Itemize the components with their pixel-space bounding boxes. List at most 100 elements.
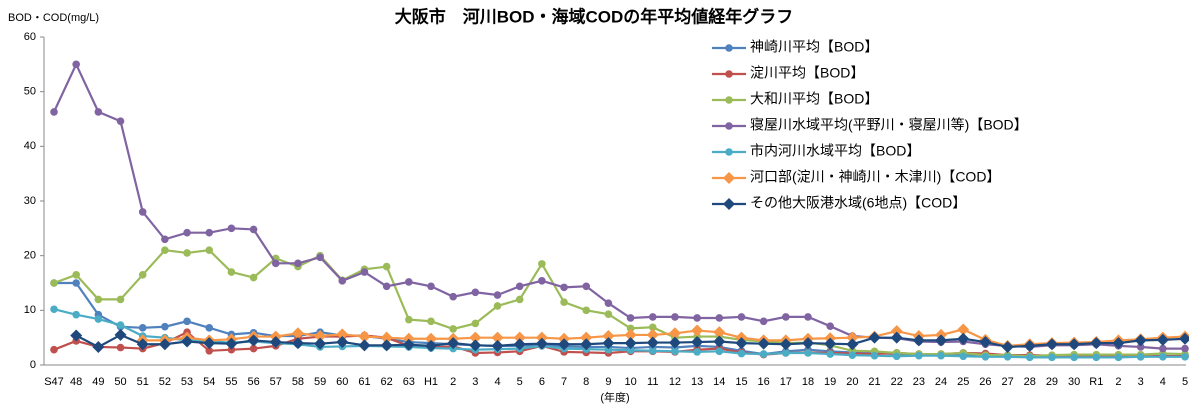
point [892,352,901,361]
point [205,246,214,254]
x-tick-label: 21 [868,376,880,388]
point [183,317,191,326]
point [72,60,80,69]
x-tick-label: H1 [424,376,438,388]
chart-title: 大阪市 河川BOD・海域CODの年平均値経年グラフ [395,6,794,26]
point [336,336,349,349]
x-tick-label: 60 [336,376,348,388]
point [691,324,704,337]
legend-label: 寝屋川水域平均(平野川・寝屋川等)【BOD】 [750,117,1028,133]
point [271,259,280,268]
point [72,310,80,319]
point [291,337,304,350]
point [646,336,659,349]
point [493,302,502,310]
point [513,331,526,344]
point [92,340,105,353]
point [890,331,903,344]
x-tick-label: 56 [247,376,259,388]
point [538,260,546,268]
point [1181,353,1189,361]
y-tick-label: 40 [24,140,36,152]
legend-marker [725,44,733,52]
point [1023,339,1036,352]
point [1114,353,1123,362]
x-tick-label: 14 [713,376,725,388]
point [449,325,457,333]
point [846,338,859,351]
point [802,337,814,350]
y-tick-label: 20 [24,250,36,262]
point [138,324,147,332]
y-axis-label: BOD・COD(mg/L) [8,12,99,24]
point [116,321,125,329]
point [671,313,679,321]
point [671,347,679,356]
point [138,271,147,279]
x-tick-label: R1 [1089,376,1103,388]
point [1092,353,1101,362]
x-tick-label: 27 [1001,376,1013,388]
x-tick-label: 15 [735,376,747,388]
x-tick-label: 28 [1024,376,1036,388]
point [826,350,834,358]
point [693,348,701,356]
point [203,337,216,350]
point [249,225,258,234]
x-tick-label: 30 [1068,376,1080,388]
point [50,305,58,314]
point [70,329,83,342]
x-tick-label: 12 [669,376,681,388]
point [646,328,659,341]
legend-marker [723,172,735,184]
x-tick-label: 9 [605,376,611,388]
point [826,322,834,330]
point [937,351,945,360]
point [560,298,568,306]
x-tick-label: 13 [691,376,703,388]
point [648,346,657,355]
x-tick-label: 50 [114,376,126,388]
point [247,334,260,347]
y-tick-label: 60 [24,31,36,43]
point [558,338,571,351]
point [890,325,903,338]
point [338,277,347,285]
point [1068,338,1081,351]
point [604,299,613,308]
point [759,317,768,326]
point [1090,337,1103,350]
point [1179,332,1189,345]
legend-label: 河口部(淀川・神崎川・木津川)【COD】 [750,169,1000,185]
point [715,347,724,356]
x-axis-label: (年度) [600,390,629,404]
point [491,339,504,352]
point [580,338,593,351]
point [1001,340,1014,353]
point [382,282,391,291]
point [737,349,746,358]
point [626,314,635,322]
point [935,334,948,347]
point [183,228,191,237]
x-tick-label: 8 [583,376,589,388]
point [158,338,171,351]
point [205,346,214,355]
point [471,319,480,328]
point [116,343,125,352]
point [846,331,859,344]
point [626,324,635,333]
x-tick-label: 16 [758,376,770,388]
point [72,279,80,287]
point [227,268,236,276]
y-tick-label: 30 [24,195,36,207]
point [447,337,460,350]
x-tick-label: 4 [494,376,500,388]
point [602,330,615,343]
point [1070,353,1078,362]
y-tick-label: 0 [30,359,36,371]
point [1045,338,1058,351]
point [50,108,58,116]
point [1159,353,1167,361]
series-line [53,61,1185,350]
